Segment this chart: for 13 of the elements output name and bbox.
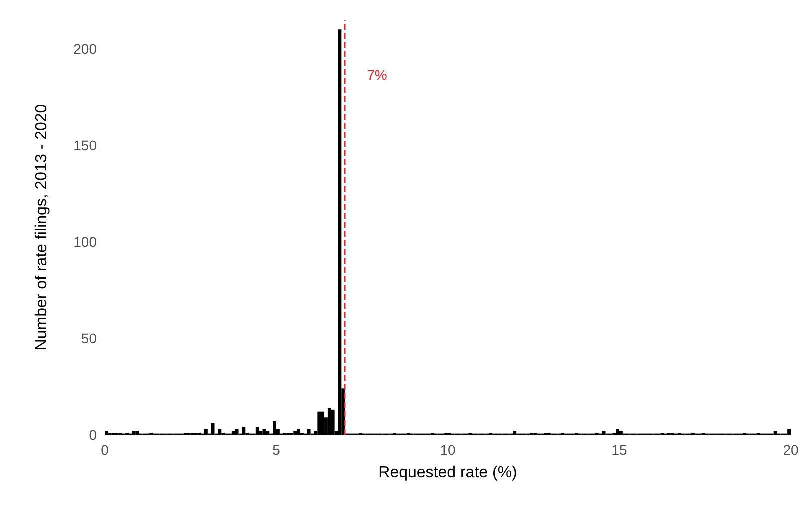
ref-line-label: 7%	[367, 67, 388, 83]
y-tick-label: 100	[74, 234, 98, 250]
x-axis-title: Requested rate (%)	[378, 464, 518, 482]
y-tick-label: 200	[74, 40, 98, 57]
y-tick-label: 0	[89, 427, 98, 443]
x-tick-label: 0	[101, 442, 110, 458]
y-axis-title: Number of rate filings, 2013 - 2020	[34, 104, 50, 351]
x-tick-label: 10	[440, 442, 456, 458]
x-tick-label: 5	[272, 442, 281, 458]
y-tick-label: 50	[81, 330, 98, 346]
x-tick-label: 15	[612, 442, 628, 458]
x-tick-label: 20	[783, 442, 799, 458]
y-tick-label: 150	[74, 137, 98, 154]
